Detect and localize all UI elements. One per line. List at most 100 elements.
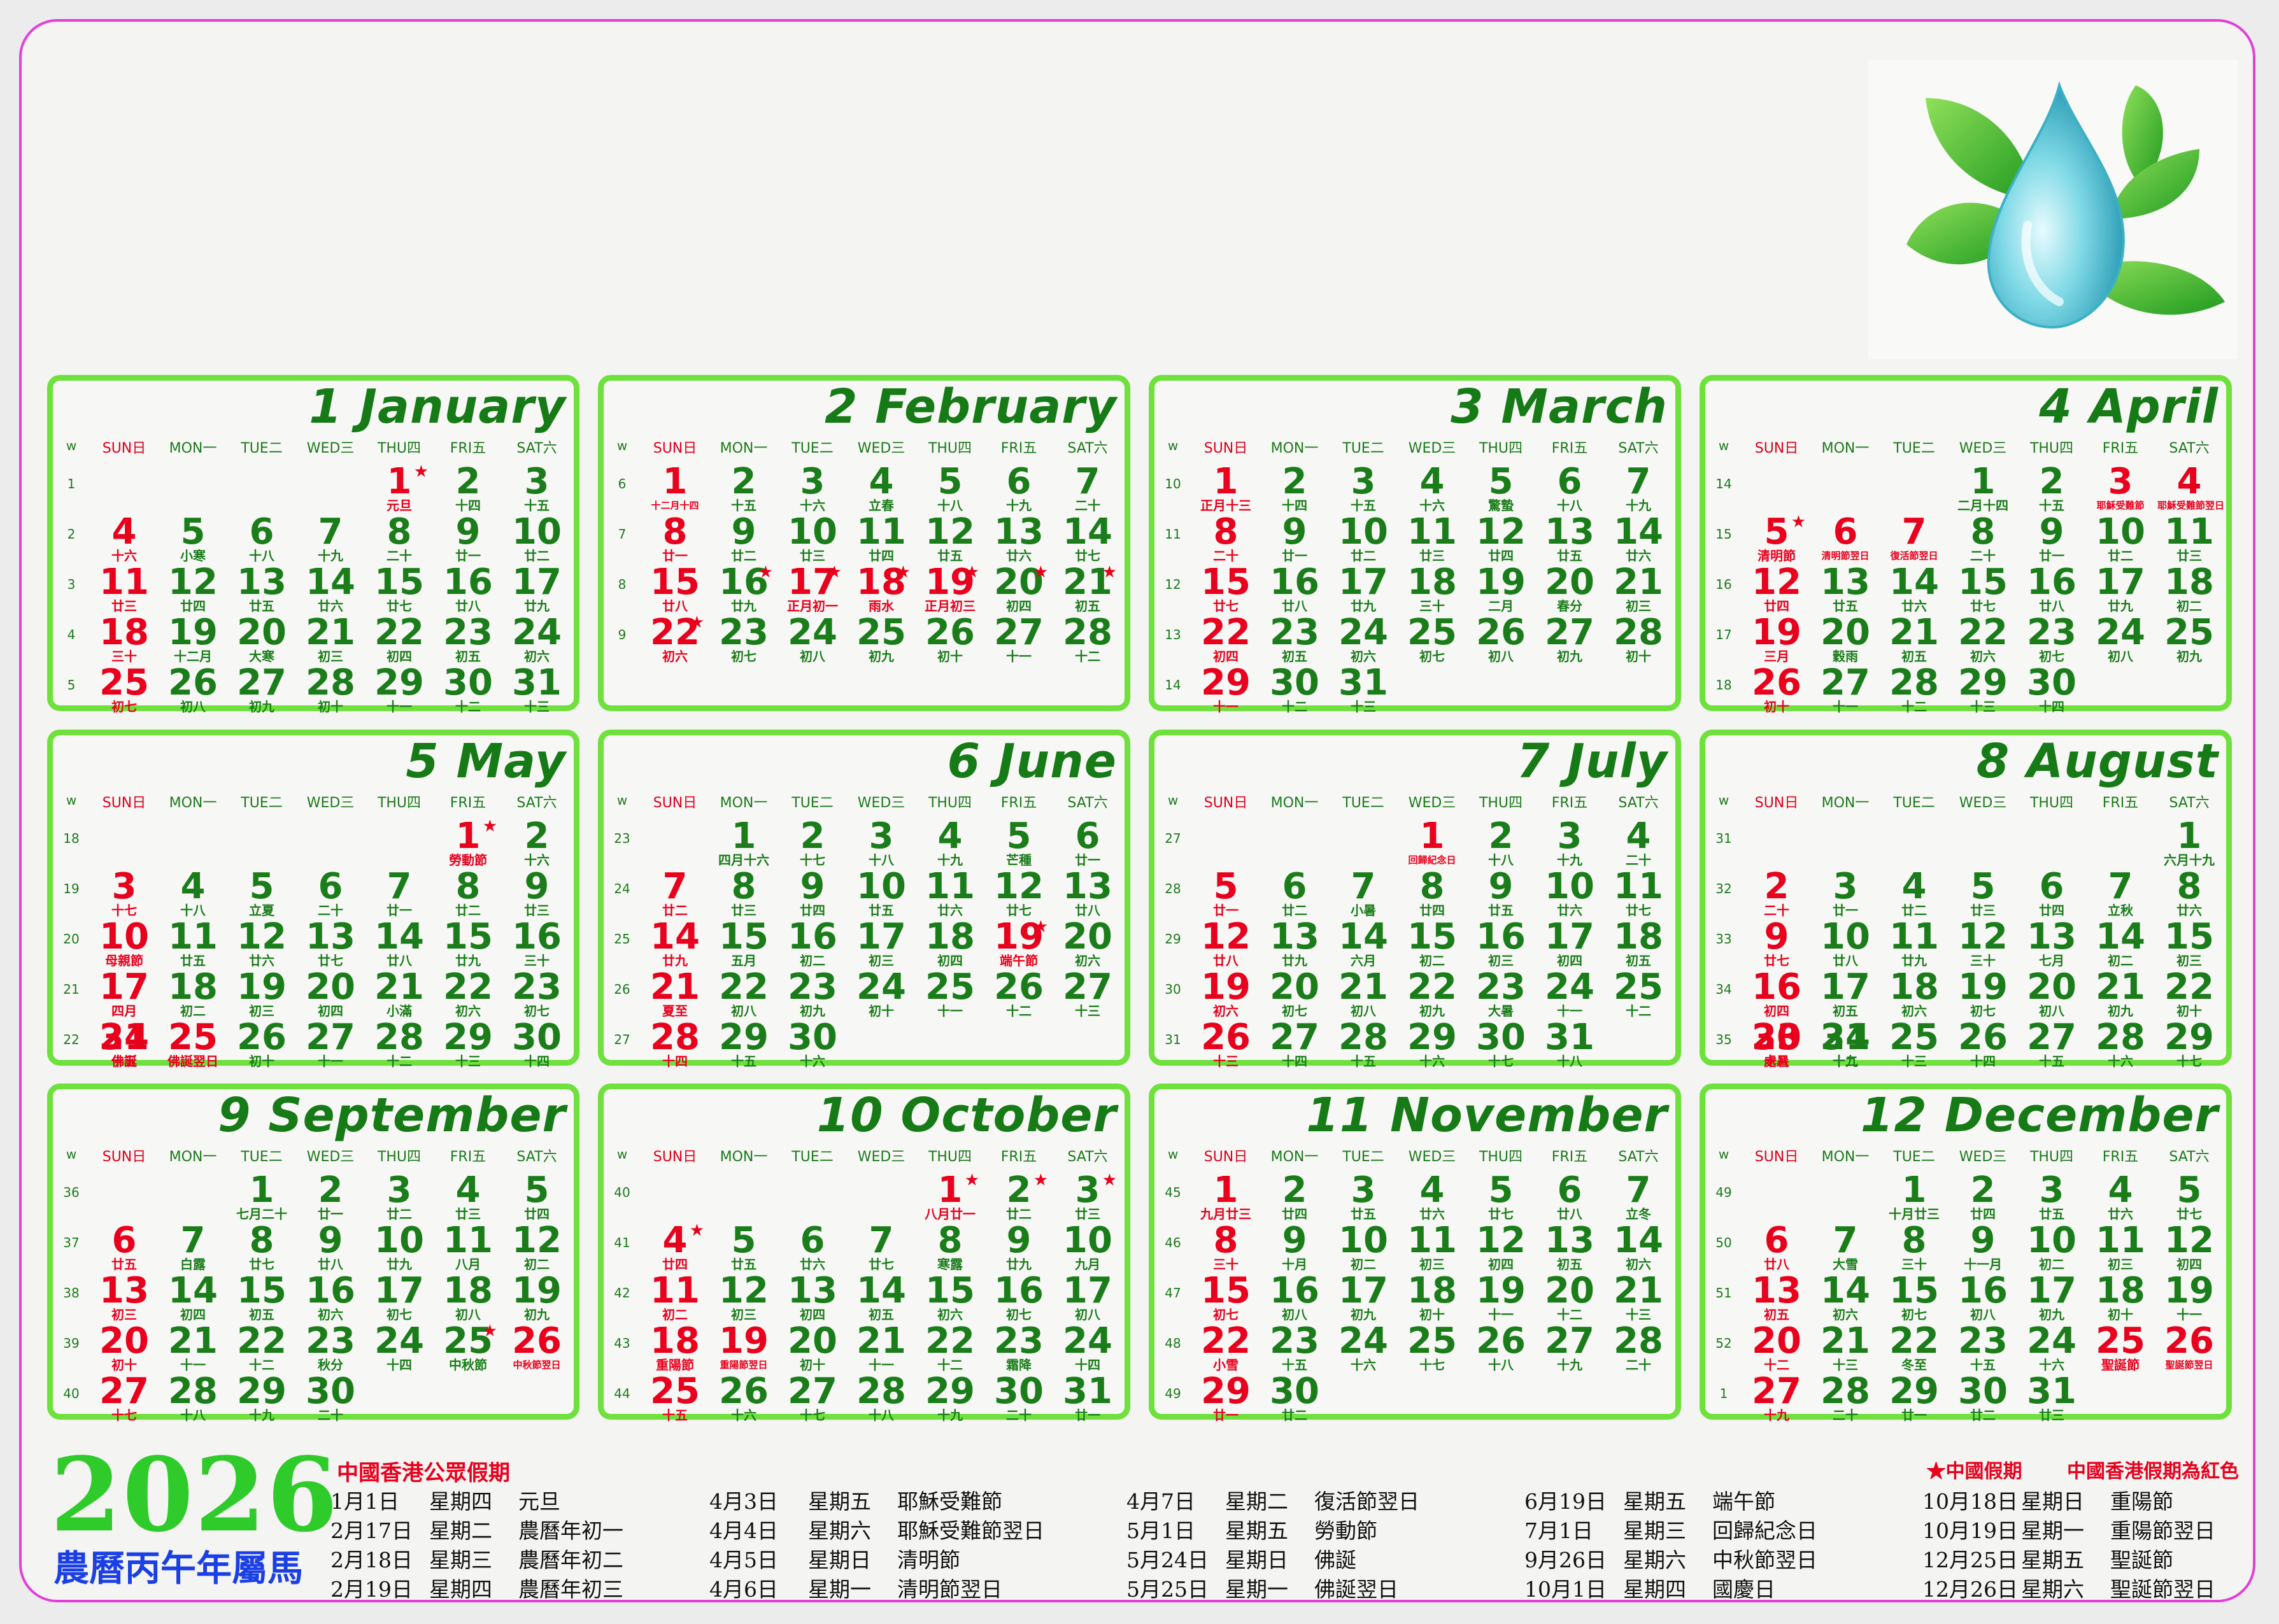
day-cell[interactable]: 27 十九	[1745, 1373, 1808, 1424]
day-cell[interactable]: 10 廿二	[505, 514, 569, 565]
day-cell[interactable]: 14 廿六	[1607, 514, 1670, 565]
day-cell[interactable]: 27 十九	[1538, 1323, 1601, 1374]
day-cell[interactable]: 12 初三	[712, 1273, 776, 1324]
day-cell[interactable]: 22 十二	[918, 1323, 982, 1374]
day-cell[interactable]: 20 初四 ★	[987, 564, 1051, 615]
day-cell[interactable]: 20 大寒	[230, 614, 294, 665]
day-cell[interactable]: 16 初六	[299, 1273, 362, 1324]
day-cell[interactable]: 24 初六	[505, 614, 569, 665]
day-cell[interactable]: 19 十二月	[161, 614, 225, 665]
day-cell[interactable]: 25 十五	[643, 1373, 707, 1424]
day-cell[interactable]: 28 十二	[1056, 614, 1119, 665]
day-cell[interactable]: 4 十六	[92, 514, 156, 565]
day-cell[interactable]: 5 芒種	[987, 818, 1051, 869]
day-cell[interactable]: 26 初八	[161, 665, 225, 716]
day-cell[interactable]: 13 廿五	[1814, 564, 1877, 615]
day-cell[interactable]: 21 初三	[1607, 564, 1670, 615]
day-cell[interactable]: 31 廿一	[1056, 1373, 1119, 1424]
day-cell[interactable]: 5 十八	[918, 463, 982, 514]
day-cell[interactable]: 11 廿三	[92, 564, 156, 615]
day-cell[interactable]: 6 廿二	[1263, 868, 1326, 919]
day-cell[interactable]: 14 初六	[1814, 1273, 1877, 1324]
day-cell[interactable]: 22 冬至	[1882, 1323, 1946, 1374]
day-cell[interactable]: 18 初四	[918, 919, 982, 970]
day-cell[interactable]: 25 十二	[1607, 969, 1670, 1020]
day-cell[interactable]: 24 初八	[781, 614, 844, 665]
day-cell[interactable]: 14 初四	[161, 1273, 225, 1324]
day-cell[interactable]: 30 廿二	[1263, 1373, 1326, 1424]
day-cell[interactable]: 27 十一	[1814, 665, 1877, 716]
day-cell[interactable]: 16 初四	[1745, 969, 1808, 1020]
day-cell[interactable]: 17 初三	[849, 919, 913, 970]
day-cell[interactable]: 14 初六	[1607, 1222, 1670, 1273]
day-cell[interactable]: 24 十六	[1331, 1323, 1395, 1374]
day-cell[interactable]: 4 廿三	[436, 1172, 500, 1223]
day-cell[interactable]: 9 廿四	[781, 868, 844, 919]
day-cell[interactable]: 21 初三	[299, 614, 362, 665]
day-cell[interactable]: 28 二十	[1814, 1373, 1877, 1424]
day-cell[interactable]: 9 廿三	[505, 868, 569, 919]
day-cell[interactable]: 24 十四	[367, 1323, 431, 1374]
day-cell[interactable]: 10 廿三	[781, 514, 844, 565]
day-cell[interactable]: 27 十七	[781, 1373, 844, 1424]
day-cell[interactable]: 27 十三	[1056, 969, 1119, 1020]
day-cell[interactable]: 17 初四	[1538, 919, 1601, 970]
day-cell[interactable]: 4 耶穌受難節翌日	[2157, 463, 2224, 514]
day-cell[interactable]: 7 大雪	[1814, 1222, 1877, 1273]
day-cell[interactable]: 23 十五	[1263, 1323, 1326, 1374]
day-cell[interactable]: 6 廿八	[1538, 1172, 1601, 1223]
day-cell[interactable]: 11 廿三	[1400, 514, 1464, 565]
day-cell[interactable]: 17 初九	[2020, 1273, 2084, 1324]
day-cell[interactable]: 27 十五	[2020, 1019, 2084, 1070]
day-cell[interactable]: 15 初二	[1400, 919, 1464, 970]
day-cell[interactable]: 15 初七	[1882, 1273, 1946, 1324]
day-cell[interactable]: 19 初六	[1194, 969, 1258, 1020]
day-cell[interactable]: 19 十一	[2157, 1273, 2221, 1324]
day-cell[interactable]: 13 廿七	[299, 919, 362, 970]
day-cell[interactable]: 1 回歸紀念日	[1400, 818, 1464, 869]
day-cell[interactable]: 6 廿六	[781, 1222, 844, 1273]
day-cell[interactable]: 1 正月十三	[1194, 463, 1258, 514]
day-cell[interactable]: 12 廿七	[987, 868, 1051, 919]
day-cell[interactable]: 23 十五	[1951, 1323, 2015, 1374]
day-cell[interactable]: 27 十一	[987, 614, 1051, 665]
day-cell[interactable]: 18 重陽節	[643, 1323, 707, 1374]
day-cell[interactable]: 29 廿一	[1194, 1373, 1258, 1424]
day-cell[interactable]: 5 廿五	[712, 1222, 776, 1273]
day-cell[interactable]: 8 廿四	[1400, 868, 1464, 919]
day-cell[interactable]: 5 廿七	[1469, 1172, 1533, 1223]
day-cell[interactable]: 26 十六	[712, 1373, 776, 1424]
day-cell[interactable]: 8 廿七	[230, 1222, 294, 1273]
day-cell[interactable]: 8 二十	[1951, 514, 2015, 565]
day-cell[interactable]: 7 二十	[1056, 463, 1119, 514]
day-cell[interactable]: 2 十四	[1263, 463, 1326, 514]
day-cell[interactable]: 19 初七	[1951, 969, 2015, 1020]
day-cell[interactable]: 9 廿一	[2020, 514, 2084, 565]
day-cell[interactable]: 29 十六	[1400, 1019, 1464, 1070]
day-cell[interactable]: 1 七月二十	[230, 1172, 294, 1223]
day-cell[interactable]: 12 初四	[1469, 1222, 1533, 1273]
day-cell[interactable]: 30 十六	[781, 1019, 844, 1070]
day-cell[interactable]: 16 廿八	[2020, 564, 2084, 615]
day-cell[interactable]: 19 重陽節翌日	[712, 1323, 776, 1374]
day-cell[interactable]: 7 廿二	[643, 868, 707, 919]
day-cell[interactable]: 22 初十	[2157, 969, 2221, 1020]
day-cell[interactable]: 24 十一	[1538, 969, 1601, 1020]
day-cell[interactable]: 3 十七	[92, 868, 156, 919]
day-cell[interactable]: 6 十八	[230, 514, 294, 565]
day-cell[interactable]: 29 十三	[1951, 665, 2015, 716]
day-cell[interactable]: 11 廿四	[849, 514, 913, 565]
day-cell[interactable]: 12 廿四	[1469, 514, 1533, 565]
day-cell[interactable]: 29 十七	[2157, 1019, 2221, 1070]
day-cell[interactable]: 5 廿三	[1951, 868, 2015, 919]
day-cell[interactable]: 25 佛誕翌日	[161, 1019, 225, 1070]
day-cell[interactable]: 25 十七	[1400, 1323, 1464, 1374]
day-cell[interactable]: 11 廿九	[1882, 919, 1946, 970]
day-cell[interactable]: 17 初五	[1814, 969, 1877, 1020]
day-cell[interactable]: 25 初七	[1400, 614, 1464, 665]
day-cell[interactable]: 1 勞動節 ★	[436, 818, 500, 869]
day-cell[interactable]: 22 初六	[1951, 614, 2015, 665]
day-cell[interactable]: 28 十六	[2089, 1019, 2152, 1070]
day-cell[interactable]: 22 初四	[367, 614, 431, 665]
day-cell[interactable]: 11 廿三	[2157, 514, 2221, 565]
